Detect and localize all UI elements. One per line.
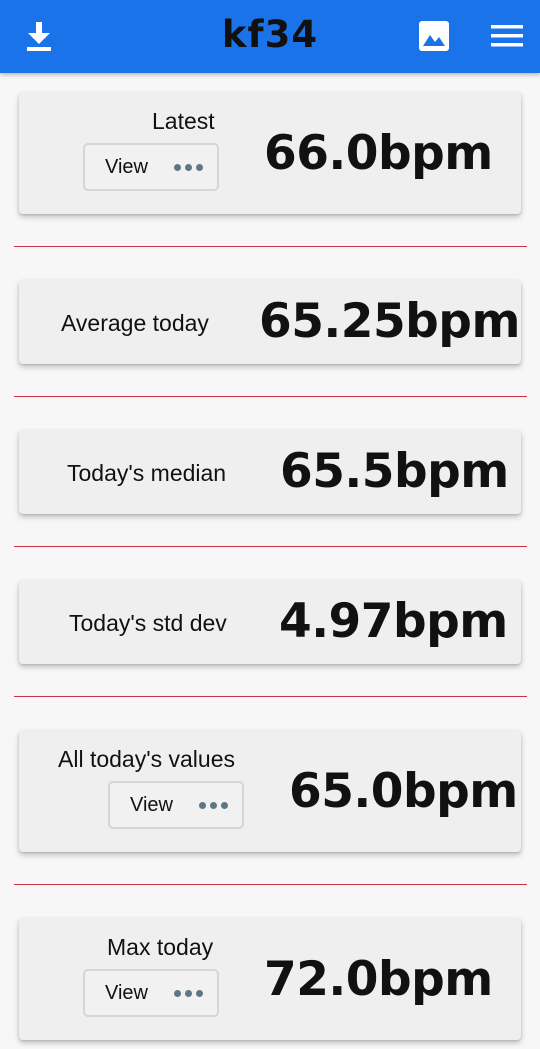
image-icon [418, 20, 450, 52]
more-icon [199, 801, 228, 809]
divider [14, 884, 527, 885]
all-values-card: All today's values View 65.0bpm [19, 730, 521, 852]
card-value: 65.25bpm [259, 294, 520, 349]
divider [14, 696, 527, 697]
view-button-label: View [130, 793, 173, 816]
divider [14, 396, 527, 397]
card-label: Max today [107, 934, 214, 960]
card-value: 72.0bpm [264, 952, 493, 1007]
view-all-values-button[interactable]: View [108, 781, 244, 829]
view-max-button[interactable]: View [83, 969, 219, 1017]
card-value: 4.97bpm [279, 594, 508, 649]
more-icon [174, 163, 203, 171]
card-value: 65.0bpm [289, 764, 518, 819]
menu-icon [491, 24, 523, 48]
average-card: Average today 65.25bpm [19, 280, 521, 364]
card-value: 66.0bpm [264, 126, 493, 181]
card-label: Today's std dev [69, 610, 227, 636]
card-label: Today's median [67, 460, 227, 486]
view-button-label: View [105, 155, 148, 178]
max-card: Max today View 72.0bpm [19, 918, 521, 1040]
card-label: Average today [61, 310, 209, 336]
card-value: 65.5bpm [280, 444, 509, 499]
download-icon [25, 20, 53, 52]
more-icon [174, 989, 203, 997]
app-bar: kf34 [0, 0, 540, 73]
divider [14, 246, 527, 247]
view-latest-button[interactable]: View [83, 143, 219, 191]
view-button-label: View [105, 981, 148, 1004]
menu-button[interactable] [485, 14, 529, 58]
download-button[interactable] [17, 14, 61, 58]
card-label: Latest [152, 108, 215, 134]
median-card: Today's median 65.5bpm [19, 430, 521, 514]
divider [14, 546, 527, 547]
app-title: kf34 [221, 13, 319, 56]
std-dev-card: Today's std dev 4.97bpm [19, 580, 521, 664]
latest-card: Latest View 66.0bpm [19, 92, 521, 214]
image-button[interactable] [412, 14, 456, 58]
card-label: All today's values [58, 746, 235, 772]
